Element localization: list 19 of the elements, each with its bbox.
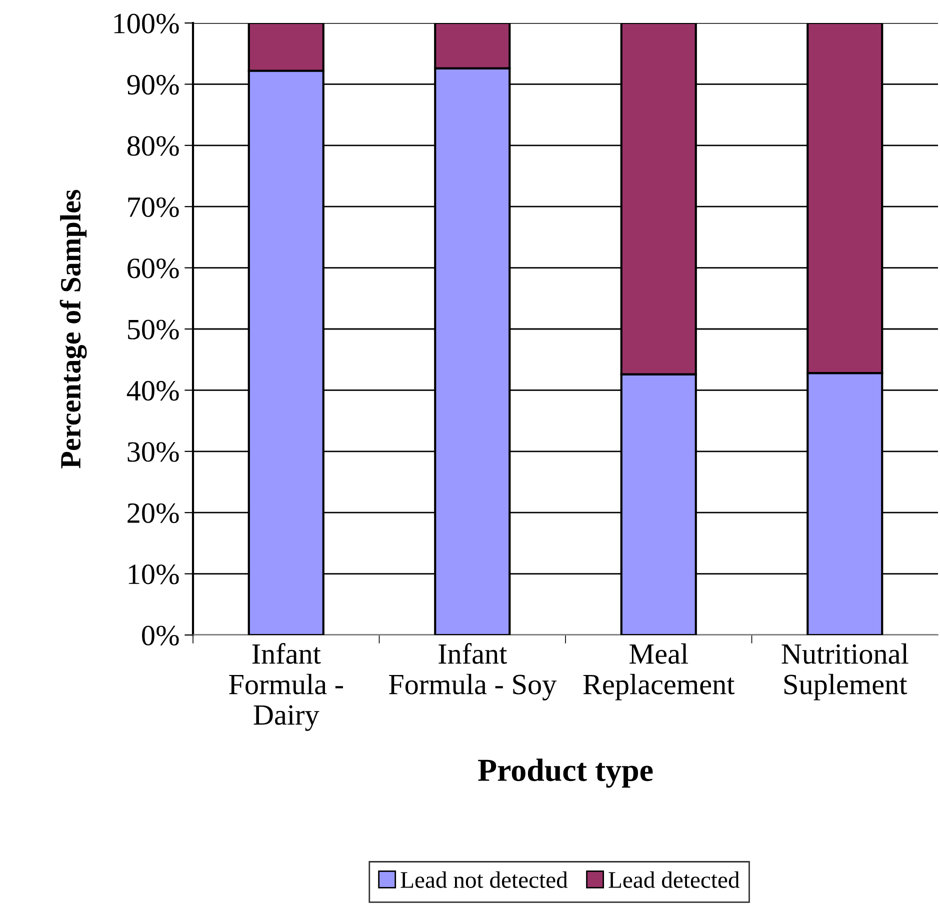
x-tick-label: Infant Formula - Soy	[388, 643, 557, 700]
y-tick-label: 90%	[127, 74, 179, 95]
x-tick-label: Nutritional Suplement	[782, 643, 908, 700]
y-tick-label: 50%	[128, 320, 179, 340]
x-tick-label: Infant Formula - Dairy	[229, 643, 343, 731]
y-tick-label: 60%	[128, 258, 179, 278]
y-tick-label: 70%	[128, 197, 179, 218]
y-tick-label: 10%	[128, 564, 179, 584]
y-tick-label: 100%	[114, 14, 179, 34]
legend-label: Lead detected	[608, 871, 740, 888]
legend-label: Lead not detected	[400, 871, 568, 888]
y-tick-label: 20%	[128, 503, 179, 524]
y-tick-label: 30%	[128, 442, 179, 462]
y-tick-label: 80%	[127, 136, 179, 156]
y-tick-label: 0%	[142, 626, 179, 646]
x-tick-label: Meal Replacement	[583, 643, 735, 700]
y-axis-title: Percentage of Samples	[60, 190, 87, 468]
x-axis-title: Product type	[478, 758, 653, 788]
y-tick-label: 40%	[126, 380, 179, 401]
